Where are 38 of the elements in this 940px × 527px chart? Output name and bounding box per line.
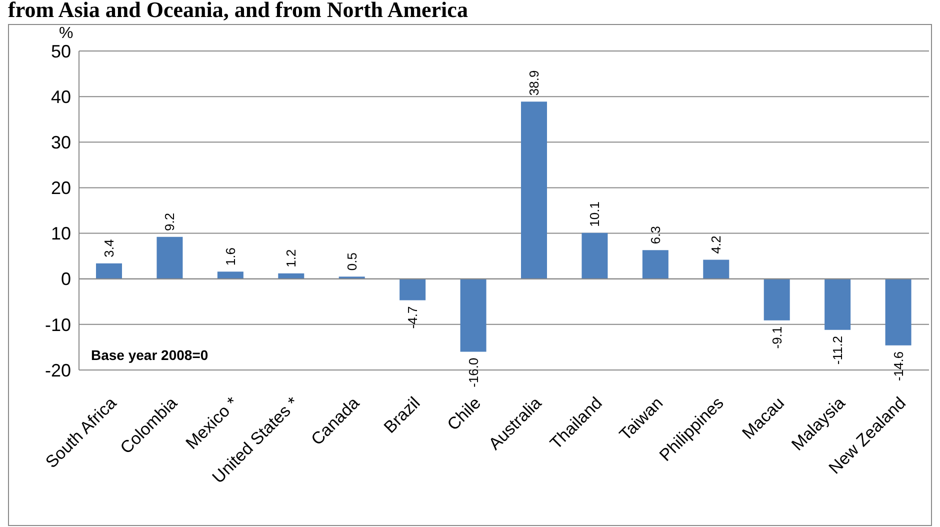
y-tick-label: 50 bbox=[50, 41, 71, 62]
data-label: 6.3 bbox=[648, 226, 663, 244]
data-label: -4.7 bbox=[405, 306, 420, 329]
data-label: 10.1 bbox=[587, 202, 602, 227]
y-tick-label: -10 bbox=[44, 314, 71, 335]
y-tick-label: 40 bbox=[50, 86, 71, 107]
y-tick-label: 0 bbox=[60, 269, 71, 290]
chart-title: from Asia and Oceania, and from North America bbox=[8, 0, 469, 24]
y-tick-label: 30 bbox=[50, 132, 71, 153]
y-tick-label: 20 bbox=[50, 178, 71, 198]
data-label: -16.0 bbox=[466, 358, 481, 388]
y-tick-label: 10 bbox=[50, 224, 71, 244]
bar bbox=[764, 278, 790, 320]
data-label: -14.6 bbox=[890, 351, 906, 382]
y-axis-title: % bbox=[59, 25, 74, 43]
bar bbox=[642, 250, 668, 279]
bar bbox=[156, 236, 183, 279]
data-label: 1.6 bbox=[222, 247, 238, 266]
bar bbox=[885, 278, 912, 346]
bar bbox=[582, 232, 608, 279]
data-label: 0.5 bbox=[344, 252, 360, 271]
bar bbox=[824, 278, 851, 330]
bar bbox=[278, 273, 304, 279]
data-label: 9.2 bbox=[162, 212, 178, 231]
data-label: 3.4 bbox=[102, 239, 116, 258]
bar bbox=[521, 102, 547, 279]
data-label: 38.9 bbox=[526, 70, 542, 96]
data-label: -9.1 bbox=[769, 326, 784, 349]
note: Base year 2008=0 bbox=[91, 347, 208, 363]
bar bbox=[703, 260, 730, 279]
bar bbox=[400, 278, 426, 300]
y-tick-label: -20 bbox=[44, 360, 71, 380]
data-label: 1.2 bbox=[284, 249, 299, 268]
bar bbox=[460, 278, 486, 352]
bar bbox=[217, 272, 244, 279]
data-label: -11.2 bbox=[830, 336, 846, 365]
bar bbox=[96, 263, 122, 279]
data-label: 4.2 bbox=[708, 236, 724, 254]
